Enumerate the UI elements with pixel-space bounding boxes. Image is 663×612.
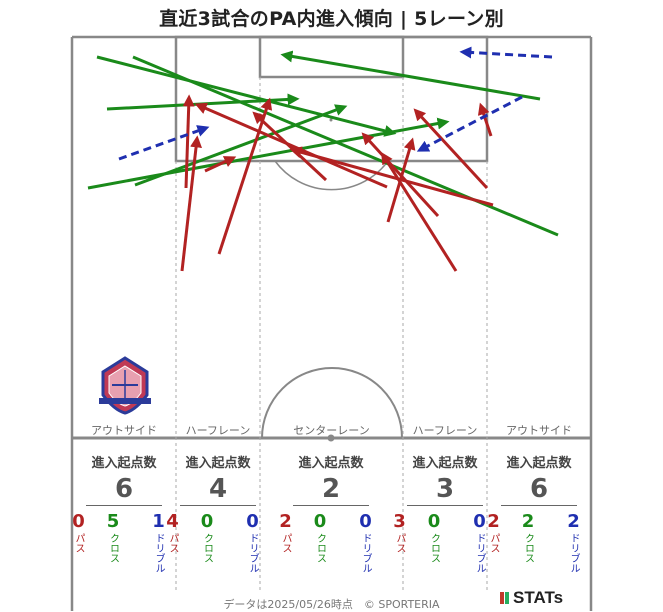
dribble-arrow (118, 125, 210, 161)
dribble-count: 0 (359, 511, 372, 532)
lane-label-outside-left: アウトサイド (91, 424, 157, 437)
lane-label-outside-right: アウトサイド (506, 424, 572, 437)
cross-arrow (87, 117, 450, 190)
pass-count: 2 (279, 511, 292, 532)
pass-arrow (194, 102, 388, 189)
cross-arrow (96, 55, 397, 137)
cross-arrow (132, 55, 559, 237)
pass-count: 3 (393, 511, 406, 532)
pass-count: 4 (166, 511, 179, 532)
logo-text: STATs (513, 588, 564, 607)
dribble-arrow (416, 95, 523, 152)
cross-label: クロス (314, 533, 326, 563)
pass-arrow (204, 156, 237, 173)
pass-count: 0 (72, 511, 85, 532)
pass-label: パス (394, 533, 405, 553)
lane-stats-halfspace-right: 進入起点数 3 3 パス 0 クロス 0 ドリブル (393, 452, 486, 573)
cross-label: クロス (428, 533, 440, 563)
stat-head: 進入起点数 (185, 456, 251, 471)
lane-stats-center: 進入起点数 2 2 パス 0 クロス 0 ドリブル (279, 452, 372, 573)
stat-total: 2 (293, 473, 369, 506)
pass-arrow (217, 97, 273, 255)
cross-arrow (134, 104, 348, 187)
stat-head: 進入起点数 (91, 456, 157, 471)
lane-stats-outside-right: 進入起点数 6 2 パス 2 クロス 2 ドリブル (487, 452, 580, 573)
dribble-count: 0 (473, 511, 486, 532)
cross-label: クロス (107, 533, 119, 563)
stat-head: 進入起点数 (298, 456, 364, 471)
pass-label: パス (488, 533, 499, 553)
pitch-lines (70, 35, 593, 611)
pass-label: パス (167, 533, 178, 553)
cross-label: クロス (201, 533, 213, 563)
lane-dividers (175, 77, 488, 590)
stat-total: 6 (86, 473, 162, 506)
dribble-arrows (118, 46, 553, 161)
cross-arrow (280, 50, 541, 101)
pass-arrow (413, 108, 489, 190)
cross-count: 0 (200, 511, 214, 532)
lane-label-halfspace-right: ハーフレーン (412, 424, 478, 437)
dribble-arrow (459, 46, 553, 59)
stat-head: 進入起点数 (412, 456, 478, 471)
lane-stats-outside-left: 進入起点数 6 0 パス 5 クロス 1 ドリブル (72, 452, 165, 573)
pass-arrow (180, 135, 203, 272)
cross-count: 0 (427, 511, 441, 532)
dribble-count: 0 (246, 511, 259, 532)
stat-head: 進入起点数 (506, 456, 572, 471)
stat-total: 6 (501, 473, 577, 506)
dribble-label: ドリブル (153, 533, 164, 573)
dribble-count: 1 (152, 511, 165, 532)
cross-count: 2 (521, 511, 535, 532)
pass-count: 2 (487, 511, 500, 532)
lane-label-center: センターレーン (293, 424, 370, 437)
stat-total: 3 (407, 473, 483, 506)
dribble-count: 2 (567, 511, 580, 532)
dribble-label: ドリブル (360, 533, 371, 573)
pass-arrow (289, 146, 494, 207)
dribble-label: ドリブル (247, 533, 258, 573)
pass-arrows (180, 94, 494, 272)
pass-arrow (182, 94, 195, 189)
stat-total: 4 (180, 473, 256, 506)
lane-label-halfspace-left: ハーフレーン (185, 424, 251, 437)
lane-stats-halfspace-left: 進入起点数 4 4 パス 0 クロス 0 ドリブル (166, 452, 259, 573)
pass-arrow (381, 151, 458, 272)
dribble-label: ドリブル (474, 533, 485, 573)
footer-note: データは2025/05/26時点 © SPORTERIA (223, 598, 440, 611)
cross-label: クロス (522, 533, 534, 563)
dribble-label: ドリブル (568, 533, 579, 573)
pass-label: パス (73, 533, 84, 553)
pass-arrow (477, 102, 493, 137)
pass-label: パス (280, 533, 291, 553)
cross-count: 0 (313, 511, 327, 532)
club-crest-icon (99, 356, 151, 415)
cross-count: 5 (106, 511, 120, 532)
stats-logo-icon: STATs (500, 588, 563, 608)
page-title: 直近3試合のPA内進入傾向 | 5レーン別 (159, 8, 504, 30)
